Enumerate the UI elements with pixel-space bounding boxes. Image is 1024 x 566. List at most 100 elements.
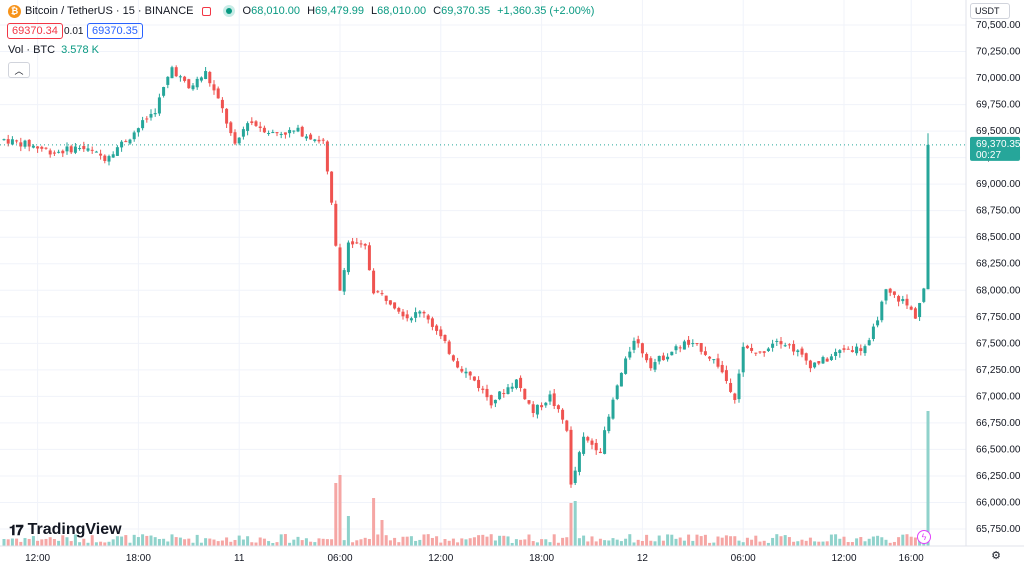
candle-body <box>514 379 518 388</box>
volume-bar <box>426 534 430 546</box>
candle-body <box>905 298 909 306</box>
volume-bar <box>372 498 376 546</box>
volume-bar <box>422 534 426 546</box>
candle-body <box>619 372 623 387</box>
volume-bar <box>451 538 455 546</box>
volume-bar <box>834 534 838 546</box>
candle-body <box>661 355 665 361</box>
currency-select[interactable]: USDT <box>970 3 1010 19</box>
price-tick-label: 66,250.00 <box>976 471 1021 482</box>
volume-bar <box>661 540 665 546</box>
time-tick-label: 18:00 <box>529 553 554 564</box>
candle-body <box>36 146 40 149</box>
volume-bar <box>212 539 216 546</box>
candle-body <box>178 76 182 78</box>
price-tick-label: 68,250.00 <box>976 259 1021 270</box>
candle-body <box>254 121 258 126</box>
volume-bar <box>804 540 808 546</box>
candle-body <box>569 429 573 485</box>
volume-bar <box>636 539 640 546</box>
buy-price-button[interactable]: 69370.35 <box>87 23 143 39</box>
candle-body <box>61 150 65 154</box>
volume-bar <box>695 534 699 546</box>
volume-bar <box>598 538 602 546</box>
bar-countdown: 00:27 <box>976 150 1001 161</box>
candle-body <box>871 326 875 339</box>
candle-body <box>250 121 254 123</box>
last-price-value: 69,370.35 <box>976 139 1021 150</box>
volume-bar <box>687 534 691 546</box>
volume-bar <box>905 534 909 546</box>
price-tick-label: 69,000.00 <box>976 179 1021 190</box>
candle-body <box>464 371 468 374</box>
candle-body <box>850 350 854 352</box>
volume-bar <box>741 542 745 546</box>
candle-body <box>519 377 523 389</box>
candle-body <box>418 311 422 314</box>
volume-bar <box>586 541 590 546</box>
price-tick-label: 67,000.00 <box>976 391 1021 402</box>
candle-body <box>372 270 376 294</box>
candle-body <box>216 88 220 99</box>
volume-bar <box>271 542 275 546</box>
candle-body <box>309 134 313 140</box>
candle-body <box>901 299 905 302</box>
volume-bar <box>283 534 287 546</box>
volume-bar <box>141 534 145 546</box>
candle-body <box>174 67 178 77</box>
volume-bar <box>808 537 812 546</box>
volume-bar <box>418 539 422 546</box>
volume-bar <box>355 540 359 546</box>
candle-body <box>708 356 712 359</box>
market-open-icon[interactable] <box>222 5 235 17</box>
volume-bar <box>796 541 800 546</box>
collapse-legend-button[interactable]: ︿ <box>8 62 30 78</box>
volume-bar <box>737 540 741 546</box>
volume-bar <box>548 542 552 546</box>
candle-body <box>909 306 913 310</box>
volume-bar <box>699 536 703 546</box>
volume-bar <box>897 537 901 546</box>
candle-body <box>346 242 350 273</box>
price-tick-label: 67,250.00 <box>976 365 1021 376</box>
flag-icon[interactable] <box>201 6 211 16</box>
volume-bar <box>787 537 791 546</box>
candle-body <box>128 139 132 144</box>
candle-body <box>233 132 237 144</box>
volume-bar <box>531 541 535 546</box>
price-tick-label: 68,750.00 <box>976 206 1021 217</box>
candle-body <box>90 149 94 151</box>
candle-body <box>351 241 355 245</box>
volume-bar <box>439 542 443 546</box>
volume-bar <box>594 541 598 546</box>
time-tick-label: 18:00 <box>126 553 151 564</box>
sell-price-button[interactable]: 69370.34 <box>7 23 63 39</box>
candle-body <box>246 123 250 131</box>
volume-bar <box>44 538 48 546</box>
volume-bar <box>330 539 334 546</box>
candle-body <box>485 388 489 398</box>
candle-body <box>666 356 670 360</box>
bitcoin-icon[interactable]: ₿ <box>8 4 21 18</box>
candle-body <box>65 146 69 152</box>
volume-bar <box>729 536 733 546</box>
candle-body <box>771 343 775 348</box>
candle-body <box>640 343 644 354</box>
candle-body <box>275 132 279 134</box>
candle-body <box>712 359 716 361</box>
symbol-header: ₿ Bitcoin / TetherUS · 15 · BINANCE O68,… <box>8 3 594 19</box>
symbol-title[interactable]: Bitcoin / TetherUS · 15 · BINANCE <box>25 5 194 17</box>
candle-body <box>552 393 556 406</box>
candle-body <box>502 393 506 395</box>
gear-icon[interactable]: ⚙ <box>991 550 1001 562</box>
volume-bar <box>78 542 82 546</box>
volume-bar <box>94 542 98 546</box>
lightning-icon[interactable]: ϟ <box>917 530 931 544</box>
volume-bar <box>19 541 23 546</box>
volume-bar <box>632 542 636 546</box>
tradingview-logo[interactable]: 𝟏𝟕 TradingView <box>9 521 122 538</box>
volume-bar <box>846 542 850 546</box>
candle-body <box>922 288 926 302</box>
